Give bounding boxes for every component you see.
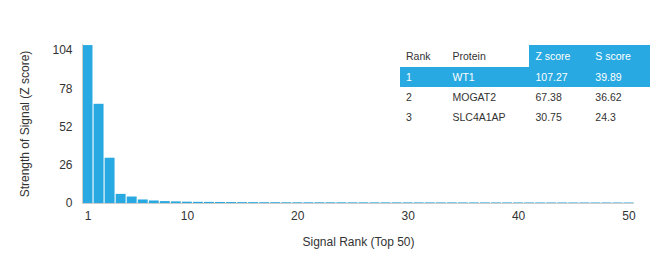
- html-text:MOGAT2: MOGAT2: [452, 91, 497, 103]
- html-text:Z score: Z score: [535, 50, 571, 62]
- svg-text:40: 40: [512, 209, 526, 223]
- svg-text:Strength of Signal (Z score): Strength of Signal (Z score): [18, 51, 32, 198]
- html-text:WT1: WT1: [452, 71, 475, 83]
- svg-text:Signal Rank (Top 50): Signal Rank (Top 50): [302, 235, 414, 249]
- svg-text:26: 26: [59, 158, 73, 172]
- svg-text:0: 0: [66, 196, 73, 210]
- html-text:107.27: 107.27: [535, 71, 568, 83]
- svg-text:20: 20: [291, 209, 305, 223]
- html-text:Protein: Protein: [452, 50, 486, 62]
- svg-text:104: 104: [52, 43, 72, 57]
- html-text:39.89: 39.89: [595, 71, 622, 83]
- svg-text:52: 52: [59, 120, 73, 134]
- svg-text:30: 30: [402, 209, 416, 223]
- svg-text:1: 1: [85, 209, 92, 223]
- html-text:2: 2: [406, 91, 412, 103]
- html-text:SLC4A1AP: SLC4A1AP: [452, 111, 506, 123]
- html-text:36.62: 36.62: [595, 91, 622, 103]
- html-text:S score: S score: [595, 50, 631, 62]
- html-text:24.3: 24.3: [595, 111, 616, 123]
- html-text:67.38: 67.38: [535, 91, 562, 103]
- html-text:3: 3: [406, 111, 412, 123]
- svg-text:10: 10: [181, 209, 195, 223]
- svg-text:50: 50: [622, 209, 636, 223]
- svg-text:78: 78: [59, 82, 73, 96]
- html-text:Rank: Rank: [406, 50, 431, 62]
- html-text:30.75: 30.75: [535, 111, 562, 123]
- html-text:1: 1: [406, 71, 412, 83]
